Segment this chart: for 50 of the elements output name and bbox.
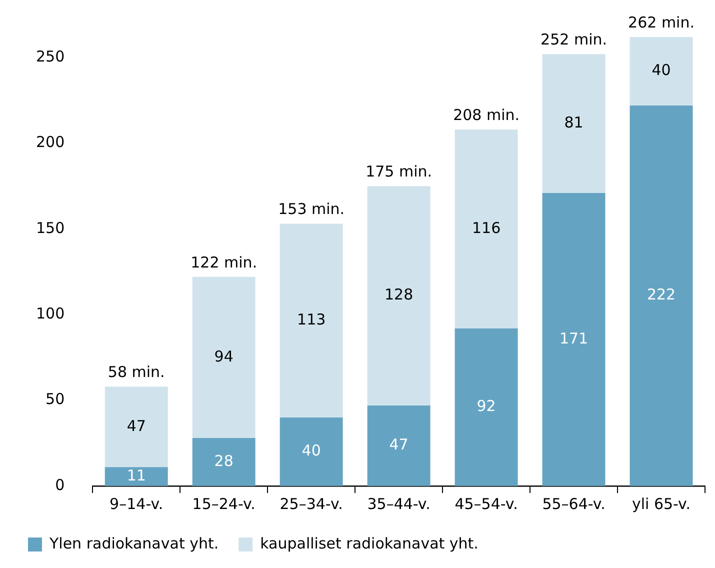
- y-tick-label: 200: [36, 133, 65, 152]
- legend-label: Ylen radiokanavat yht.: [48, 534, 219, 552]
- data-label: 113: [297, 310, 326, 329]
- bar: [192, 276, 256, 438]
- data-label: 222: [646, 286, 676, 304]
- data-label: 40: [302, 442, 321, 460]
- bar: [630, 37, 693, 106]
- legend-label: kaupalliset radiokanavat yht.: [260, 534, 478, 552]
- x-tick-label: yli 65-v.: [632, 494, 691, 513]
- bar: [454, 130, 518, 328]
- data-label: 28: [214, 452, 234, 470]
- x-tick-label: 35–44-v.: [367, 494, 430, 513]
- x-tick-label: 55–64-v.: [542, 494, 606, 513]
- total-label: 153 min.: [278, 200, 345, 218]
- bar: [280, 224, 343, 418]
- data-label: 40: [652, 61, 671, 80]
- data-label: 47: [126, 416, 146, 435]
- total-label: 252 min.: [540, 30, 608, 49]
- bar: [630, 106, 693, 486]
- total-label: 208 min.: [453, 106, 520, 124]
- x-tick-label: 9–14-v.: [110, 494, 164, 513]
- y-tick-label: 250: [36, 47, 65, 66]
- bar: [104, 386, 168, 468]
- bar: [542, 54, 606, 193]
- bar: [104, 467, 168, 486]
- data-label: 92: [476, 397, 496, 416]
- total-label: 122 min.: [190, 253, 258, 272]
- bar: [542, 192, 606, 486]
- x-tick-label: 15–24-v.: [192, 494, 256, 513]
- data-label: 47: [389, 436, 408, 454]
- data-label: 81: [564, 113, 584, 132]
- total-label: 58 min.: [108, 362, 165, 381]
- data-label: 171: [559, 329, 588, 348]
- bar: [280, 417, 343, 486]
- total-label: 175 min.: [366, 162, 432, 180]
- y-tick-label: 50: [46, 390, 65, 408]
- total-label: 262 min.: [628, 13, 694, 32]
- bar: [367, 405, 430, 486]
- x-tick-label: 45–54-v.: [454, 494, 518, 513]
- bar: [192, 438, 256, 486]
- bar: [454, 328, 518, 486]
- data-label: 11: [126, 466, 146, 484]
- data-label: 128: [384, 286, 414, 304]
- bar: [367, 186, 430, 406]
- y-tick-label: 100: [36, 304, 65, 323]
- y-tick-label: 150: [36, 218, 65, 237]
- y-tick-label: 0: [55, 476, 65, 494]
- data-label: 116: [472, 218, 501, 237]
- data-label: 94: [214, 347, 234, 366]
- x-tick-label: 25–34-v.: [280, 494, 343, 513]
